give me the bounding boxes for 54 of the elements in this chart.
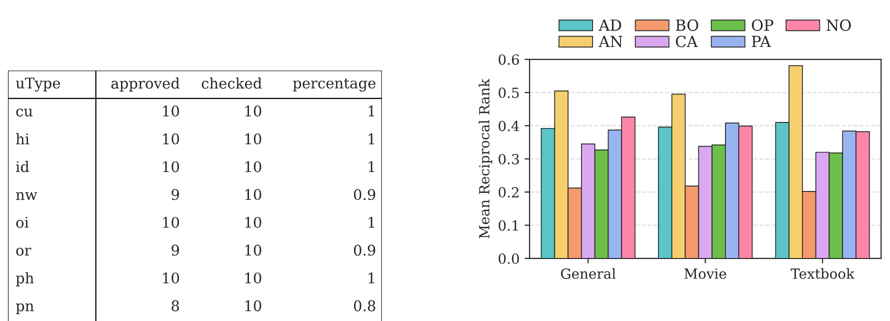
text: 10 bbox=[245, 161, 262, 172]
category-label: pn bbox=[16, 303, 34, 314]
y-tick-label: 0.4 bbox=[498, 120, 520, 132]
text: 10 bbox=[163, 272, 179, 284]
text: 10 bbox=[245, 300, 262, 312]
text: 10 bbox=[245, 133, 262, 144]
category-label: percentage bbox=[292, 78, 376, 92]
legend-label: BO bbox=[676, 19, 698, 31]
category-label: hi bbox=[16, 133, 30, 144]
legend-label: CA bbox=[676, 36, 698, 48]
category-label: approved bbox=[111, 77, 180, 92]
text: 0.8 bbox=[354, 300, 376, 312]
text: 1 bbox=[368, 272, 374, 284]
category-label: cu bbox=[16, 108, 33, 117]
category-label: nw bbox=[16, 192, 38, 200]
text: 8 bbox=[172, 300, 179, 312]
text: 10 bbox=[245, 244, 262, 256]
category-label: checked bbox=[202, 77, 262, 89]
category-label: ph bbox=[16, 272, 34, 286]
text: 10 bbox=[245, 189, 262, 200]
x-tick-label: Movie bbox=[684, 268, 726, 279]
y-tick-label: 0.5 bbox=[498, 88, 519, 98]
y-axis-title: Mean Reciprocal Rank bbox=[478, 78, 492, 238]
y-tick-label: 0.6 bbox=[498, 54, 519, 65]
category-label: uType bbox=[16, 78, 60, 92]
y-tick-label: 0.3 bbox=[498, 154, 519, 164]
y-tick-label: 0.2 bbox=[498, 187, 518, 198]
text: 10 bbox=[163, 216, 179, 228]
category-label: id bbox=[16, 160, 30, 172]
y-tick-label: 0.0 bbox=[498, 253, 519, 264]
text: 1 bbox=[368, 106, 374, 116]
x-tick-label: General bbox=[561, 268, 616, 279]
legend-label: NO bbox=[826, 19, 851, 31]
text: 1 bbox=[368, 133, 374, 144]
legend-label: AN bbox=[598, 36, 622, 48]
text: 10 bbox=[245, 216, 262, 228]
legend-label: PA bbox=[752, 36, 772, 48]
text: 1 bbox=[368, 216, 374, 228]
text: 0.9 bbox=[354, 189, 376, 200]
text: 10 bbox=[163, 161, 179, 172]
legend-label: OP bbox=[752, 19, 774, 31]
x-tick-label: Textbook bbox=[790, 268, 855, 279]
text: 1 bbox=[368, 161, 374, 172]
category-label: or bbox=[16, 248, 32, 256]
text: 10 bbox=[245, 272, 262, 284]
text: 9 bbox=[172, 189, 179, 200]
text: 0.9 bbox=[354, 244, 376, 256]
text: 10 bbox=[245, 106, 262, 117]
text: 10 bbox=[163, 106, 179, 117]
category-label: oi bbox=[16, 216, 29, 228]
text: 10 bbox=[163, 133, 179, 144]
legend-label: AD bbox=[598, 20, 622, 31]
text: 9 bbox=[172, 244, 179, 256]
y-tick-label: 0.1 bbox=[498, 220, 518, 231]
